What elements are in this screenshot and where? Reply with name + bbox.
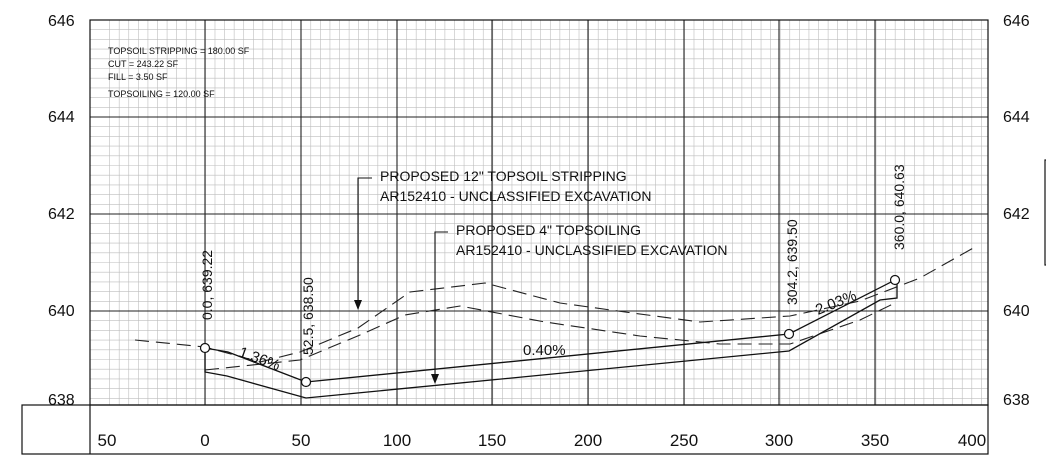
- topsoiling-leader-line: [434, 231, 448, 380]
- proposed-subgrade-line: [204, 280, 898, 399]
- topsoiling-callout-line1: PROPOSED 4" TOPSOILING: [456, 222, 641, 238]
- stripping-leader-line: [357, 177, 372, 306]
- topsoil-stripping-quantity: TOPSOIL STRIPPING = 180.00 SF: [108, 46, 250, 56]
- elevation-axis-left: 646 644 642 640 638: [48, 13, 75, 409]
- elevation-axis-right: 646 644 642 640 638: [1003, 13, 1030, 409]
- profile-points: [199, 274, 901, 388]
- elevation-label-646-right: 646: [1003, 13, 1030, 30]
- elevation-label-642: 642: [48, 206, 75, 223]
- minor-grid: [90, 19, 988, 405]
- existing-subgrade-line: [204, 302, 896, 371]
- quantities-note: TOPSOIL STRIPPING = 180.00 SF CUT = 243.…: [108, 46, 250, 99]
- stripping-arrowhead: [354, 300, 362, 310]
- station-band: [21, 404, 989, 455]
- elevation-label-646: 646: [48, 13, 75, 30]
- topsoiling-callout-line2: AR152410 - UNCLASSIFIED EXCAVATION: [456, 242, 728, 258]
- station-label-150: 150: [478, 431, 506, 450]
- station-label-200: 200: [574, 431, 602, 450]
- point-marker-304-2: [783, 328, 795, 340]
- station-axis: 50 0 50 100 150 200 250 300 350 400: [98, 431, 987, 450]
- point-marker-52-5: [300, 376, 312, 388]
- point-labels: 0.0, 639.22 52.5, 638.50 304.2, 639.50 3…: [199, 164, 907, 355]
- elevation-label-644: 644: [48, 109, 75, 126]
- elevation-label-640: 640: [48, 303, 75, 320]
- elevation-label-638: 638: [48, 392, 75, 409]
- point-label-0: 0.0, 639.22: [199, 250, 215, 320]
- station-label-neg50: 50: [98, 431, 117, 450]
- point-label-360: 360.0, 640.63: [891, 164, 907, 250]
- point-marker-360: [889, 274, 901, 286]
- point-label-52-5: 52.5, 638.50: [300, 277, 316, 355]
- right-edge-box: [1044, 159, 1046, 266]
- station-label-350: 350: [861, 431, 889, 450]
- stripping-callout: PROPOSED 12" TOPSOIL STRIPPING AR152410 …: [354, 168, 652, 310]
- station-label-0: 0: [200, 431, 209, 450]
- point-label-304-2: 304.2, 639.50: [784, 219, 800, 305]
- fill-quantity: FILL = 3.50 SF: [108, 72, 168, 82]
- stripping-callout-line2: AR152410 - UNCLASSIFIED EXCAVATION: [380, 188, 652, 204]
- slope-label-middle: 0.40%: [523, 342, 566, 359]
- cut-quantity: CUT = 243.22 SF: [108, 59, 179, 69]
- elevation-label-638-right: 638: [1003, 392, 1030, 409]
- station-label-250: 250: [670, 431, 698, 450]
- point-marker-0: [199, 342, 211, 354]
- stripping-callout-line1: PROPOSED 12" TOPSOIL STRIPPING: [380, 168, 627, 184]
- elevation-label-644-right: 644: [1003, 109, 1030, 126]
- topsoiling-callout: PROPOSED 4" TOPSOILING AR152410 - UNCLAS…: [431, 222, 728, 384]
- topsoiling-quantity: TOPSOILING = 120.00 SF: [108, 89, 215, 99]
- topsoiling-arrowhead: [431, 374, 439, 384]
- elevation-label-640-right: 640: [1003, 303, 1030, 320]
- station-label-300: 300: [765, 431, 793, 450]
- station-label-50: 50: [292, 431, 311, 450]
- station-label-400: 400: [958, 431, 986, 450]
- elevation-label-642-right: 642: [1003, 206, 1030, 223]
- station-label-100: 100: [383, 431, 411, 450]
